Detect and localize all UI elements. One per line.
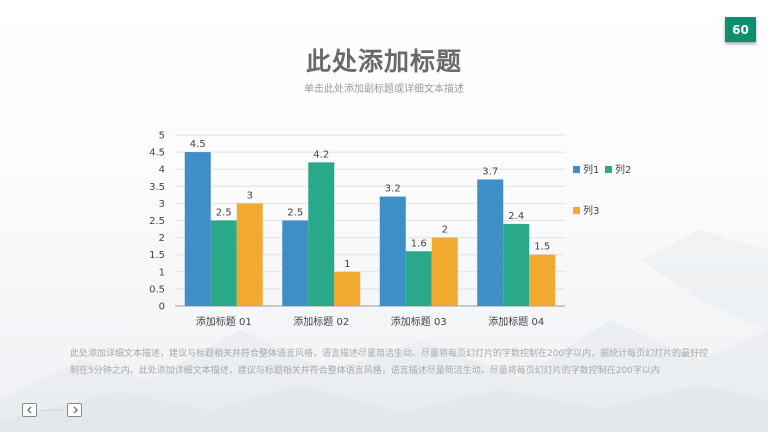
y-tick-label: 0.5 xyxy=(149,284,165,295)
slide-subtitle: 单击此处添加副标题或详细文本描述 xyxy=(304,84,464,95)
y-tick-label: 1.5 xyxy=(149,250,165,261)
nav-divider xyxy=(40,409,64,411)
bar-series-1 xyxy=(477,179,504,306)
data-label: 3.2 xyxy=(385,184,401,195)
y-tick-label: 5 xyxy=(159,131,165,142)
bar-chart: 0 0.5 1 1.5 2 2.5 3 3.5 4 4.5 5 4.5 2.5 3 添加标题 01 2.5 4.… xyxy=(149,131,631,329)
data-label: 2.5 xyxy=(287,208,303,219)
slide-title: 此处添加标题 xyxy=(305,47,462,76)
data-label: 4.2 xyxy=(313,149,329,160)
data-label: 3.7 xyxy=(482,166,498,177)
y-tick-label: 3 xyxy=(159,199,165,210)
page-number-badge: 60 xyxy=(725,17,756,42)
x-category-label: 添加标题 01 xyxy=(196,315,252,328)
legend-label: 列1 xyxy=(583,163,599,176)
bar-series-3 xyxy=(334,271,361,306)
data-label: 2.5 xyxy=(216,208,232,219)
data-label: 2.4 xyxy=(508,211,524,222)
data-label: 1.5 xyxy=(534,242,550,253)
data-label: 1 xyxy=(344,259,350,270)
bar-series-2 xyxy=(405,251,432,306)
bar-series-2 xyxy=(503,223,530,306)
data-label: 2 xyxy=(442,225,448,236)
bar-series-3 xyxy=(431,237,458,306)
prev-slide-button[interactable] xyxy=(22,403,37,417)
y-tick-label: 2.5 xyxy=(149,216,165,227)
legend-swatch xyxy=(605,166,612,173)
bar-series-2 xyxy=(210,220,237,306)
legend-label: 列3 xyxy=(583,204,599,217)
next-slide-button[interactable] xyxy=(67,403,82,417)
legend-label: 列2 xyxy=(615,163,631,176)
data-label: 1.6 xyxy=(411,238,427,249)
bar-series-1 xyxy=(282,220,309,306)
y-tick-label: 1 xyxy=(159,267,165,278)
bar-series-1 xyxy=(379,196,406,306)
data-label: 3 xyxy=(247,190,253,201)
chevron-right-icon xyxy=(73,406,78,414)
y-tick-label: 0 xyxy=(159,302,165,313)
body-text: 此处添加详细文本描述，建议与标题相关并符合整体语言风格，语言描述尽量简洁生动。尽… xyxy=(70,349,709,376)
y-tick-label: 4 xyxy=(159,165,165,176)
chevron-left-icon xyxy=(26,406,31,414)
legend-swatch xyxy=(573,207,580,214)
bar-series-2 xyxy=(308,162,335,306)
legend-swatch xyxy=(573,166,580,173)
data-label: 4.5 xyxy=(190,139,206,150)
y-tick-label: 3.5 xyxy=(149,182,165,193)
x-category-label: 添加标题 04 xyxy=(488,315,544,328)
y-tick-label: 4.5 xyxy=(149,148,165,159)
x-category-label: 添加标题 03 xyxy=(391,315,447,328)
bar-series-1 xyxy=(184,152,211,306)
x-category-label: 添加标题 02 xyxy=(293,315,349,328)
bar-series-3 xyxy=(529,254,556,306)
bar-series-3 xyxy=(236,203,263,306)
y-tick-label: 2 xyxy=(159,233,165,244)
slide-navigation xyxy=(22,403,82,417)
